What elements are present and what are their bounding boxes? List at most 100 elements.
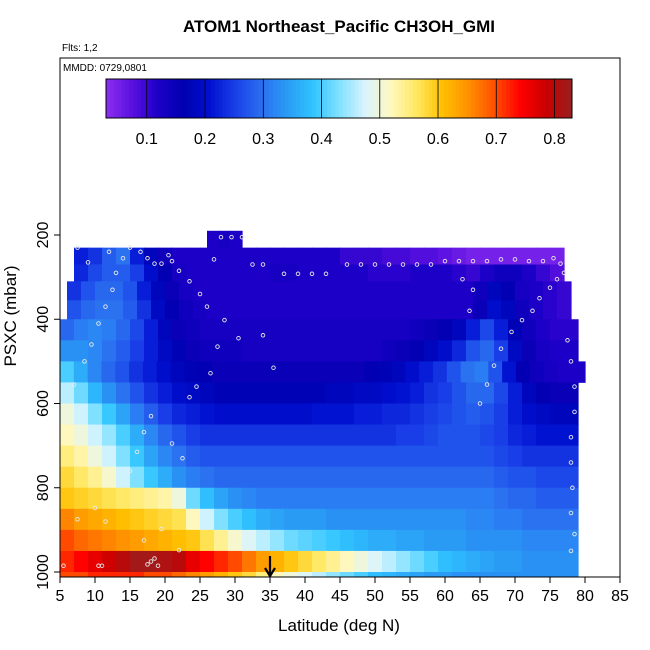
heat-cell-9-30 [480,403,495,425]
heat-cell-12-9 [186,466,201,489]
heat-cell-3-25 [417,281,432,301]
heat-cell-9-26 [424,403,439,425]
heat-cell-10-32 [508,424,523,447]
heat-cell-9-0 [60,403,75,425]
heat-cell-15-15 [270,529,285,552]
heat-cell-11-1 [74,445,89,468]
flight-point-50 [250,262,255,267]
heat-cell-7-22 [363,361,379,383]
heat-cell-8-17 [298,382,313,404]
heat-cell-2-31 [508,264,523,282]
heat-cell-14-20 [340,508,355,531]
heat-cell-13-36 [564,487,579,510]
heat-cell-3-21 [361,281,376,301]
flight-point-24 [260,333,266,338]
heat-cell-17-6 [144,572,159,577]
heat-cell-5-25 [410,319,425,341]
heat-cell-6-10 [200,340,215,362]
colorbar-segment-37 [249,79,255,118]
flight-point-87 [565,338,570,343]
heat-cell-6-29 [466,340,481,362]
heat-cell-1-24 [410,247,425,265]
colorbar-segment-96 [478,79,484,118]
heat-cell-9-1 [74,403,89,425]
colorbar-segment-1 [109,79,115,118]
heat-cell-7-20 [336,361,351,383]
colorbar-segment-22 [191,79,196,118]
heat-cell-5-20 [340,319,355,341]
heat-cell-6-17 [298,340,313,362]
heat-cell-9-28 [452,403,467,425]
heat-cell-6-20 [340,340,355,362]
colorbar-segment-15 [164,79,169,118]
colorbar-segment-98 [486,79,491,118]
heat-cell-16-9 [186,550,201,573]
heat-cell-7-13 [239,361,255,383]
heat-cell-1-8 [186,247,201,265]
flight-point-2 [152,556,157,561]
x-tick-label-5: 30 [226,588,244,605]
flight-point-66 [484,258,490,264]
heat-cell-5-13 [242,319,257,341]
heat-cell-14-19 [326,508,341,531]
heat-cell-14-9 [186,508,201,531]
colorbar-segment-30 [222,79,227,118]
colorbar-segment-63 [350,79,356,118]
heat-cell-14-1 [74,508,89,531]
heat-cell-0-1 [218,230,231,249]
heat-cell-15-18 [312,529,327,552]
heat-cell-16-24 [396,550,411,573]
heat-cell-6-23 [382,340,397,362]
heat-cell-16-20 [340,550,355,573]
heat-cell-4-3 [109,300,124,320]
heat-cell-15-16 [284,529,299,552]
heat-cell-11-20 [340,445,355,468]
heat-cell-11-23 [382,445,397,468]
colorbar-segment-13 [156,79,161,118]
heat-cell-8-22 [368,382,383,404]
heat-cell-11-30 [480,445,495,468]
heat-cell-1-30 [494,247,509,265]
heat-cell-7-18 [308,361,324,383]
heat-cell-3-18 [319,281,334,301]
heat-cell-14-0 [60,508,75,531]
colorbar-segment-79 [412,79,418,118]
heat-cell-7-11 [211,361,227,383]
heat-cell-9-27 [438,403,453,425]
heat-cell-10-27 [438,424,453,447]
x-tick-label-8: 45 [331,588,349,605]
flight-point-22 [215,344,220,349]
heat-cell-1-14 [270,247,285,265]
flight-point-27 [204,304,210,309]
x-tick-label-4: 25 [191,588,209,605]
heat-cell-6-21 [354,340,369,362]
heat-cell-3-17 [305,281,320,301]
heat-cell-6-31 [494,340,509,362]
heat-cell-5-29 [466,319,481,341]
colorbar: 0.1 0.2 0.3 0.4 0.5 0.6 0.7 0.8 [105,78,573,148]
heat-cell-14-15 [270,508,285,531]
date-label: MMDD: 0729,0801 [63,63,147,74]
heat-cell-10-4 [116,424,131,447]
heat-cell-9-34 [536,403,551,425]
heat-cell-10-21 [354,424,369,447]
heat-cell-15-32 [508,529,523,552]
heat-cell-7-19 [322,361,337,383]
heat-cell-4-13 [249,300,264,320]
heat-cell-2-26 [438,264,453,282]
heat-cell-6-27 [438,340,453,362]
flight-track-points [61,234,577,568]
colorbar-segment-47 [288,79,293,118]
colorbar-segment-35 [241,79,247,118]
colorbar-segment-8 [137,79,142,118]
heat-cell-14-4 [116,508,131,531]
heat-cell-11-15 [270,445,285,468]
heat-cell-8-1 [74,382,89,404]
heat-cell-13-31 [494,487,509,510]
heat-cell-11-0 [60,445,75,468]
heat-cell-15-28 [452,529,467,552]
heat-cell-1-29 [480,247,495,265]
colorbar-segment-90 [455,79,460,118]
heat-cell-3-14 [263,281,278,301]
heat-cell-11-36 [564,445,579,468]
